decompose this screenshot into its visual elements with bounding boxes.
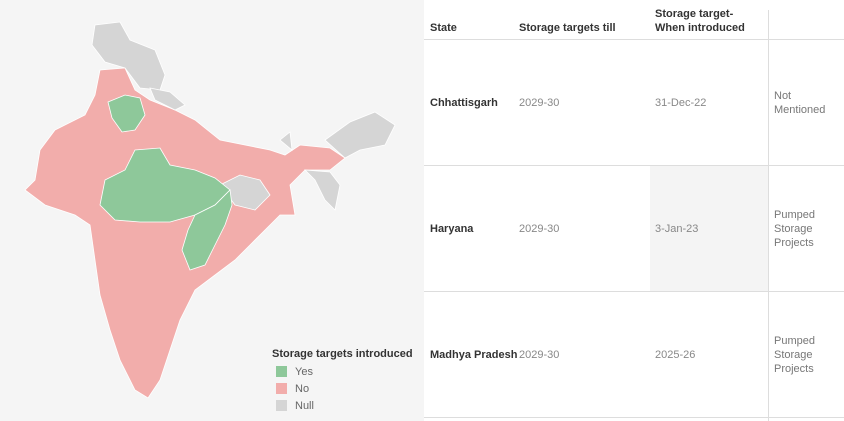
state-null[interactable] [324, 111, 396, 159]
legend-swatch [276, 366, 287, 377]
column-divider [768, 10, 769, 421]
cell-note: Pumped Storage Projects [774, 208, 815, 249]
legend-item-yes[interactable]: Yes [276, 363, 413, 380]
cell-highlight [650, 166, 768, 292]
state-yes-chhattisgarh[interactable] [181, 189, 233, 271]
cell-state: Haryana [430, 222, 474, 235]
map-svg [24, 21, 396, 399]
legend-label: Null [295, 399, 314, 412]
legend-label: Yes [295, 365, 313, 378]
state-yes-haryana[interactable] [107, 94, 146, 133]
storage-table: State Storage targets till Storage targe… [424, 0, 844, 421]
cell-state: Madhya Pradesh [430, 348, 518, 361]
map-legend: Storage targets introduced Yes No Null [272, 348, 413, 414]
cell-note: Not Mentioned [774, 89, 826, 116]
legend-item-no[interactable]: No [276, 380, 413, 397]
table-header: State Storage targets till Storage targe… [424, 0, 844, 40]
cell-introduced: 3-Jan-23 [655, 222, 699, 235]
legend-swatch [276, 400, 287, 411]
header-targets-till[interactable]: Storage targets till [519, 22, 616, 34]
cell-introduced: 2025-26 [655, 348, 696, 361]
state-no[interactable] [24, 67, 346, 399]
state-null[interactable] [219, 174, 271, 211]
cell-introduced: 31-Dec-22 [655, 96, 707, 109]
cell-note: Pumped Storage Projects [774, 334, 815, 375]
legend-swatch [276, 383, 287, 394]
legend-title: Storage targets introduced [272, 348, 413, 360]
cell-till: 2029-30 [519, 222, 560, 235]
state-null[interactable] [149, 87, 186, 111]
header-when-introduced[interactable]: Storage target- When introduced [655, 8, 745, 34]
cell-state: Chhattisgarh [430, 96, 498, 109]
table-row[interactable]: Madhya Pradesh 2029-30 2025-26 Pumped St… [424, 292, 844, 418]
table-row[interactable]: Haryana 2029-30 3-Jan-23 Pumped Storage … [424, 166, 844, 292]
legend-label: No [295, 382, 310, 395]
header-state[interactable]: State [430, 22, 457, 34]
india-map: Storage targets introduced Yes No Null [24, 21, 413, 414]
legend-item-null[interactable]: Null [276, 397, 413, 414]
state-null[interactable] [279, 131, 293, 151]
state-null[interactable] [303, 169, 341, 211]
table-row[interactable]: Chhattisgarh 2029-30 31-Dec-22 Not Menti… [424, 40, 844, 166]
cell-till: 2029-30 [519, 96, 560, 109]
cell-till: 2029-30 [519, 348, 560, 361]
